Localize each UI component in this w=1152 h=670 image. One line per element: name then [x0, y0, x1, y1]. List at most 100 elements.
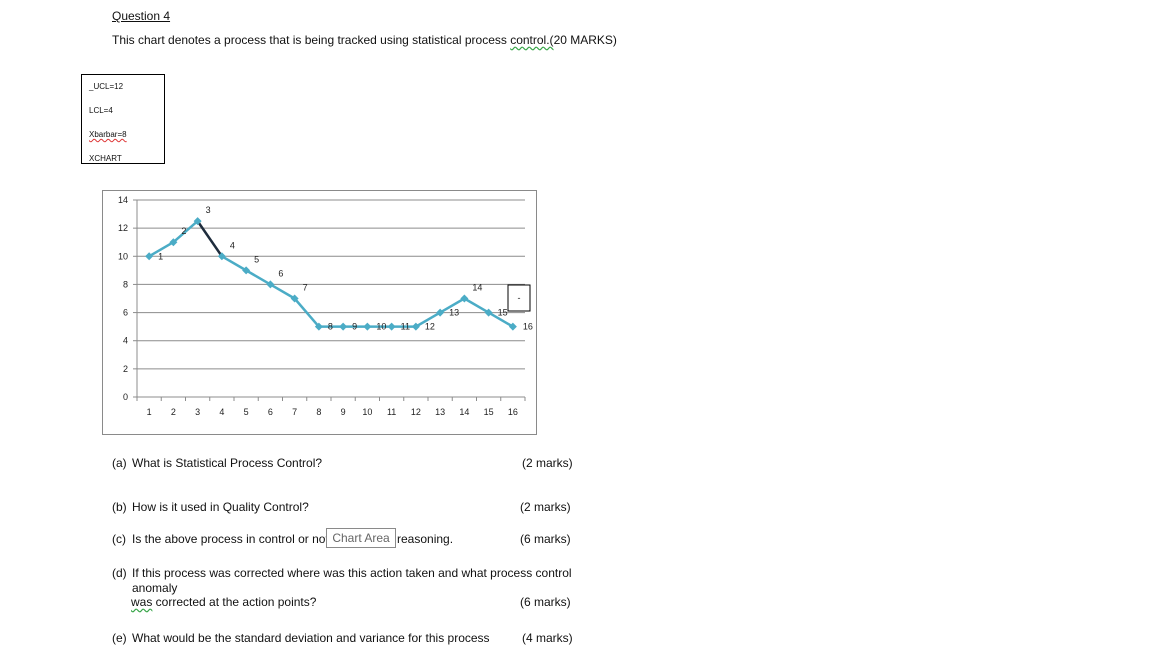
legend-box	[507, 284, 531, 312]
question-e-marks: (4 marks)	[522, 631, 573, 645]
data-label: 3	[206, 205, 211, 215]
lcl-text: LCL=4	[89, 106, 113, 115]
data-label: 7	[303, 283, 308, 293]
question-c-marks: (6 marks)	[520, 532, 571, 546]
y-tick-label: 12	[118, 223, 128, 233]
data-label: 2	[181, 226, 186, 236]
x-tick-label: 16	[508, 407, 518, 417]
data-point	[242, 266, 251, 275]
data-label: 14	[472, 283, 482, 293]
gridlines	[137, 199, 525, 370]
question-c-text: Is the above process in control or not?	[132, 532, 336, 546]
legend: -	[507, 284, 531, 312]
legend-marker: -	[518, 293, 521, 303]
data-point	[508, 322, 517, 331]
series-segment	[196, 219, 224, 258]
series-segment	[414, 311, 442, 328]
y-tick-labels: 0 2 4 6 8 10 12 14	[118, 195, 128, 402]
series-segment	[244, 269, 272, 286]
question-a-marks: (2 marks)	[522, 456, 573, 470]
ucl-text: _UCL=12	[89, 82, 124, 91]
intro-marks: 20 MARKS)	[553, 33, 617, 47]
y-tick-label: 0	[123, 392, 128, 402]
question-d-text: If this process was corrected where was …	[132, 566, 572, 580]
question-b-text: How is it used in Quality Control?	[132, 500, 309, 514]
data-label: 8	[328, 322, 333, 332]
chart-area-tooltip: Chart Area	[326, 528, 396, 548]
x-tick-label: 12	[411, 407, 421, 417]
data-label: 15	[498, 308, 508, 318]
data-point	[290, 294, 299, 303]
question-d-line3-text: corrected at the action points?	[152, 595, 317, 609]
data-point	[193, 217, 202, 226]
question-d-line3: was corrected at the action points?	[131, 595, 316, 609]
question-d-marks: (6 marks)	[520, 595, 571, 609]
series-segment	[269, 283, 296, 300]
data-label: 16	[523, 322, 533, 332]
x-tick-label: 8	[316, 407, 321, 417]
x-tick-label: 10	[362, 407, 372, 417]
data-point	[436, 308, 445, 317]
control-limits-box: _UCL=12 LCL=4 Xbarbar=8 XCHART	[81, 74, 165, 164]
y-tick-label: 2	[123, 364, 128, 374]
series-segment	[438, 297, 466, 314]
question-a-label: (a)	[112, 456, 127, 470]
data-point	[484, 308, 493, 317]
y-tick-label: 8	[123, 279, 128, 289]
question-intro: This chart denotes a process that is bei…	[112, 33, 617, 47]
data-point	[460, 294, 469, 303]
data-label: 4	[230, 240, 235, 250]
data-point	[266, 280, 275, 289]
data-point	[363, 322, 372, 331]
x-tick-label: 5	[244, 407, 249, 417]
x-tick-label: 1	[147, 407, 152, 417]
series-segment	[463, 297, 490, 314]
x-tick-label: 9	[341, 407, 346, 417]
series-segment	[293, 297, 321, 328]
series-segment	[147, 240, 175, 258]
data-point	[217, 252, 226, 261]
chart-name-text: XCHART	[89, 154, 122, 163]
question-b-marks: (2 marks)	[520, 500, 571, 514]
xbar-text: Xbarbar=8	[89, 130, 127, 139]
data-label: 11	[401, 322, 410, 332]
y-tick-label: 10	[118, 251, 128, 261]
question-d-line2: anomaly	[132, 581, 178, 595]
question-c-label: (c)	[112, 532, 126, 546]
series-line	[147, 219, 515, 328]
data-points	[145, 217, 517, 331]
data-point	[314, 322, 323, 331]
x-tick-label: 15	[484, 407, 494, 417]
x-tick-label: 14	[459, 407, 469, 417]
axes	[133, 199, 526, 401]
x-tick-label: 11	[387, 407, 396, 417]
x-tick-label: 13	[435, 407, 445, 417]
question-b-label: (b)	[112, 500, 127, 514]
x-tick-label: 3	[195, 407, 200, 417]
data-point	[411, 322, 420, 331]
x-tick-label: 4	[219, 407, 224, 417]
y-tick-label: 6	[123, 308, 128, 318]
question-d-line3-wavy: was	[131, 595, 153, 609]
question-e-label: (e)	[112, 631, 127, 645]
series-segment	[220, 255, 248, 272]
question-e-text: What would be the standard deviation and…	[132, 631, 490, 645]
x-tick-labels: 1 2 3 4 5 6 7 8 9 10 11 12 13 14 15 16	[147, 407, 518, 417]
data-label: 10	[376, 322, 386, 332]
data-point	[339, 322, 348, 331]
series-segment	[487, 311, 515, 328]
data-point	[145, 252, 154, 261]
x-tick-label: 2	[171, 407, 176, 417]
y-tick-label: 14	[118, 195, 128, 205]
intro-tail: control.(	[510, 33, 554, 47]
y-tick-label: 4	[123, 336, 128, 346]
data-point	[387, 322, 396, 331]
data-label: 5	[254, 254, 259, 264]
data-label: 1	[158, 251, 163, 261]
data-label: 13	[449, 308, 459, 318]
question-a-text: What is Statistical Process Control?	[132, 456, 323, 470]
question-d-label: (d)	[112, 566, 127, 580]
series-segment	[172, 219, 199, 244]
